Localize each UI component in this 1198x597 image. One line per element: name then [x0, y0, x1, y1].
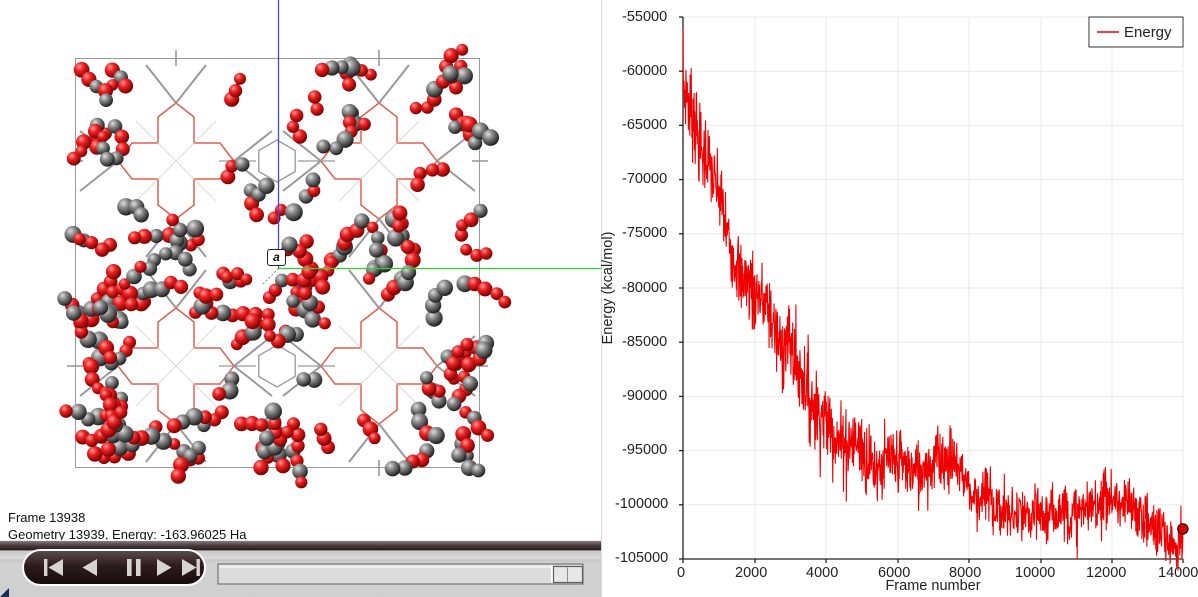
- svg-text:Energy: Energy: [1124, 24, 1172, 41]
